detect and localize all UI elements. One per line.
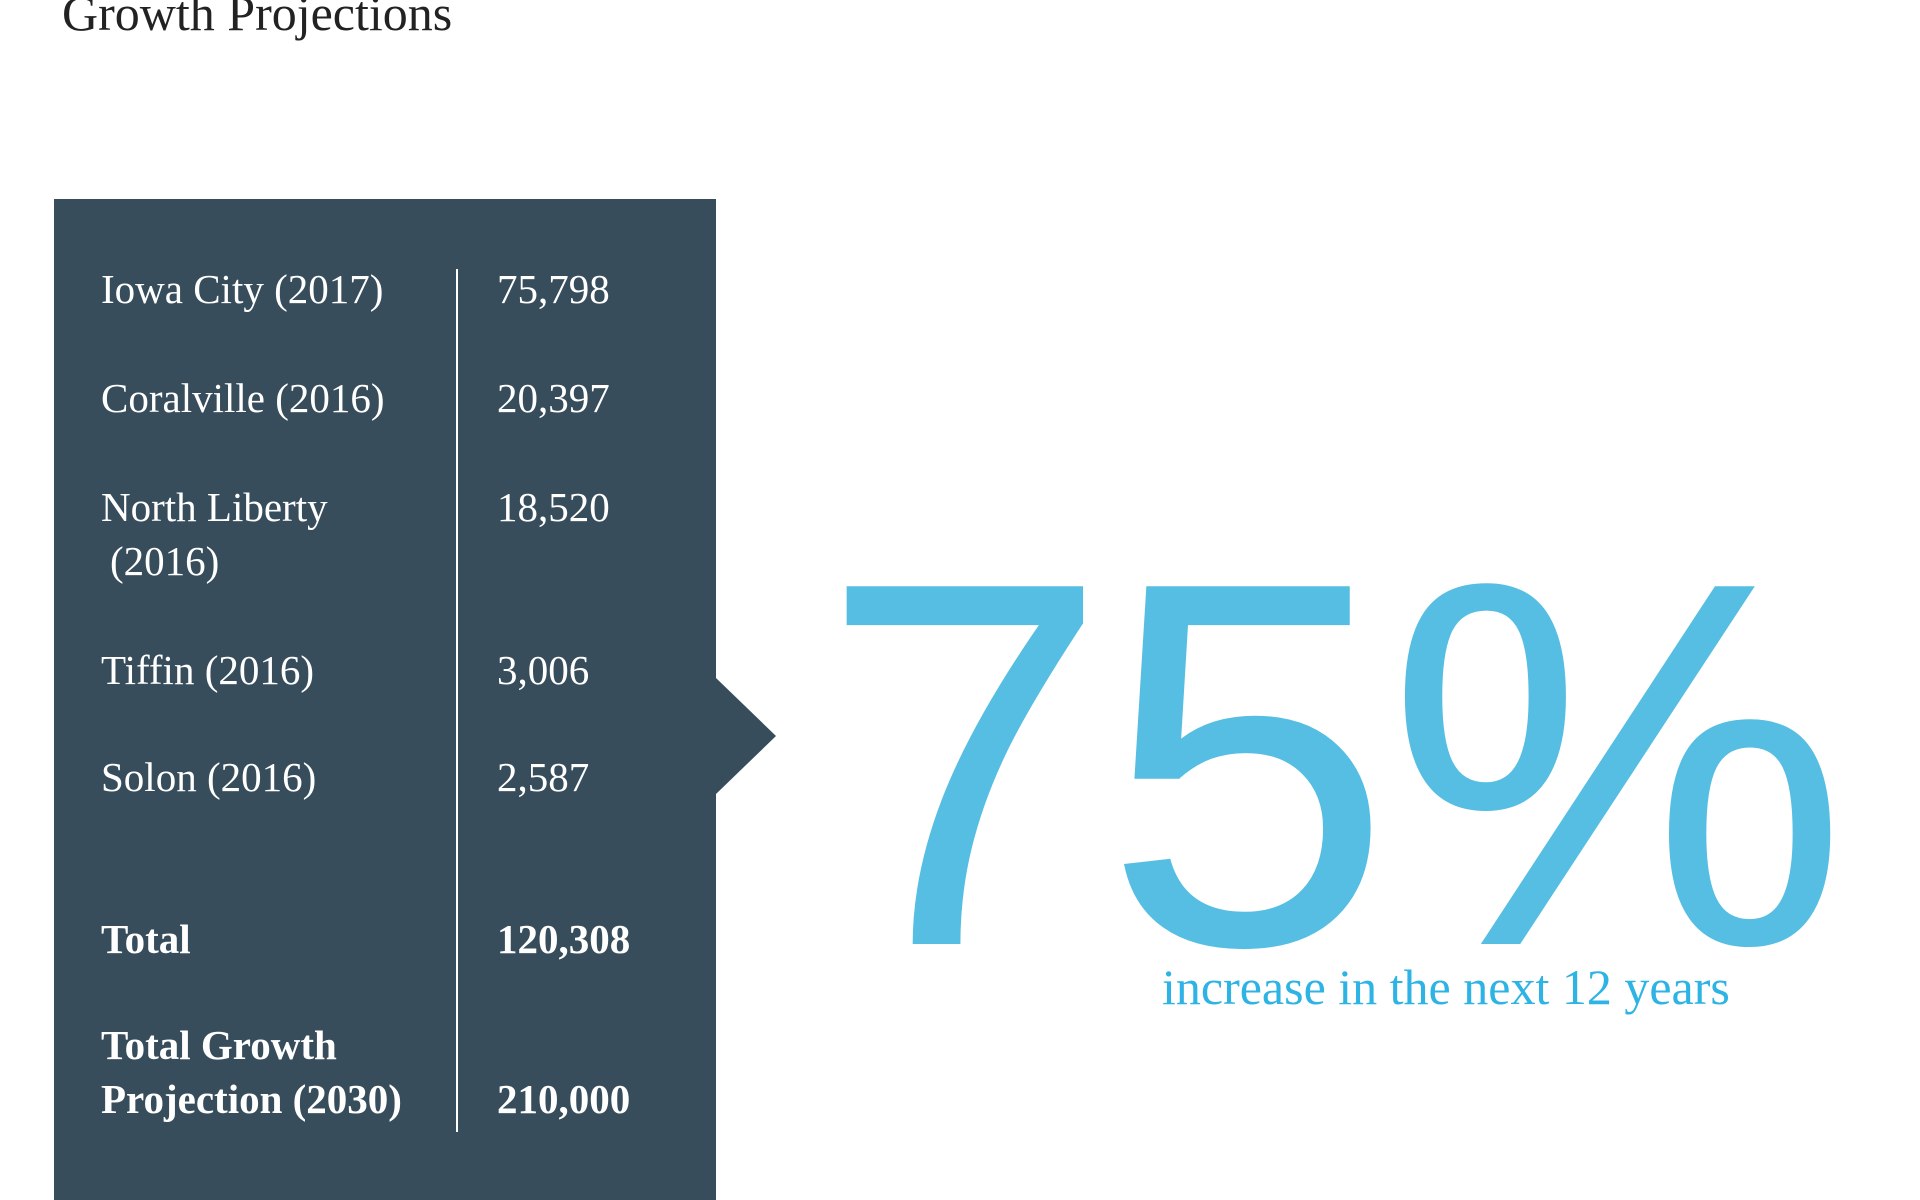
projection-label-line2: Projection (2030) xyxy=(101,1076,402,1122)
panel-pointer-arrow xyxy=(716,678,776,794)
projection-value: 210,000 xyxy=(497,1076,631,1122)
row-value-north-liberty: 18,520 xyxy=(497,484,610,530)
total-value: 120,308 xyxy=(497,916,631,962)
row-name-north-liberty-line1: North Liberty xyxy=(101,484,328,530)
row-value-solon: 2,587 xyxy=(497,754,590,800)
row-name-coralville: Coralville (2016) xyxy=(101,375,385,421)
row-name-solon: Solon (2016) xyxy=(101,754,317,800)
page-title: Growth Projections xyxy=(62,0,453,41)
row-name-north-liberty-line2: (2016) xyxy=(110,538,220,584)
growth-stat-caption: increase in the next 12 years xyxy=(1162,959,1730,1015)
row-value-tiffin: 3,006 xyxy=(497,647,590,693)
row-name-iowa-city: Iowa City (2017) xyxy=(101,266,384,312)
row-value-iowa-city: 75,798 xyxy=(497,266,610,312)
population-table-panel xyxy=(54,199,716,1200)
growth-percent-stat: 75% xyxy=(820,474,1849,1055)
row-name-tiffin: Tiffin (2016) xyxy=(101,647,315,693)
total-label: Total xyxy=(101,916,191,962)
column-divider xyxy=(456,269,458,1132)
row-value-coralville: 20,397 xyxy=(497,375,610,421)
projection-label-line1: Total Growth xyxy=(101,1022,337,1068)
